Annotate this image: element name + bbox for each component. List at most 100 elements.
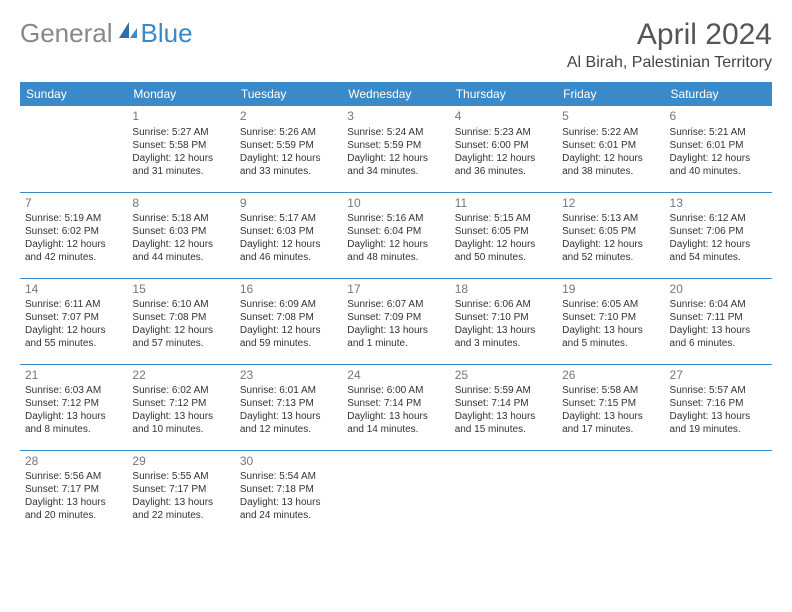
daylight-text: Daylight: 13 hours and 12 minutes. xyxy=(240,410,337,436)
sunrise-text: Sunrise: 5:56 AM xyxy=(25,470,122,483)
sunset-text: Sunset: 6:02 PM xyxy=(25,225,122,238)
day-number: 6 xyxy=(670,109,767,125)
sunset-text: Sunset: 7:17 PM xyxy=(25,483,122,496)
daylight-text: Daylight: 12 hours and 31 minutes. xyxy=(132,152,229,178)
sunrise-text: Sunrise: 5:18 AM xyxy=(132,212,229,225)
day-number: 30 xyxy=(240,454,337,470)
day-number: 11 xyxy=(455,196,552,212)
calendar-row: 7Sunrise: 5:19 AMSunset: 6:02 PMDaylight… xyxy=(20,192,772,278)
day-number: 12 xyxy=(562,196,659,212)
sunrise-text: Sunrise: 6:11 AM xyxy=(25,298,122,311)
calendar-cell: 18Sunrise: 6:06 AMSunset: 7:10 PMDayligh… xyxy=(450,278,557,364)
sunrise-text: Sunrise: 6:07 AM xyxy=(347,298,444,311)
daylight-text: Daylight: 13 hours and 24 minutes. xyxy=(240,496,337,522)
sunrise-text: Sunrise: 6:00 AM xyxy=(347,384,444,397)
day-number: 20 xyxy=(670,282,767,298)
calendar-cell: 15Sunrise: 6:10 AMSunset: 7:08 PMDayligh… xyxy=(127,278,234,364)
day-number: 7 xyxy=(25,196,122,212)
calendar-cell: 12Sunrise: 5:13 AMSunset: 6:05 PMDayligh… xyxy=(557,192,664,278)
sunrise-text: Sunrise: 6:05 AM xyxy=(562,298,659,311)
sunset-text: Sunset: 7:12 PM xyxy=(25,397,122,410)
weekday-header: Sunday xyxy=(20,82,127,106)
calendar-cell: 5Sunrise: 5:22 AMSunset: 6:01 PMDaylight… xyxy=(557,106,664,192)
daylight-text: Daylight: 13 hours and 1 minute. xyxy=(347,324,444,350)
day-number: 27 xyxy=(670,368,767,384)
sunrise-text: Sunrise: 5:23 AM xyxy=(455,126,552,139)
calendar-cell: 8Sunrise: 5:18 AMSunset: 6:03 PMDaylight… xyxy=(127,192,234,278)
sunset-text: Sunset: 6:03 PM xyxy=(132,225,229,238)
calendar-cell: 13Sunrise: 6:12 AMSunset: 7:06 PMDayligh… xyxy=(665,192,772,278)
sunset-text: Sunset: 6:05 PM xyxy=(455,225,552,238)
logo-text-general: General xyxy=(20,18,113,49)
sunset-text: Sunset: 6:04 PM xyxy=(347,225,444,238)
day-number: 15 xyxy=(132,282,229,298)
calendar-table: Sunday Monday Tuesday Wednesday Thursday… xyxy=(20,82,772,536)
calendar-cell: 9Sunrise: 5:17 AMSunset: 6:03 PMDaylight… xyxy=(235,192,342,278)
daylight-text: Daylight: 12 hours and 44 minutes. xyxy=(132,238,229,264)
calendar-cell xyxy=(450,450,557,536)
sunset-text: Sunset: 7:08 PM xyxy=(240,311,337,324)
sunrise-text: Sunrise: 6:10 AM xyxy=(132,298,229,311)
day-number: 3 xyxy=(347,109,444,125)
calendar-cell: 10Sunrise: 5:16 AMSunset: 6:04 PMDayligh… xyxy=(342,192,449,278)
sunrise-text: Sunrise: 6:01 AM xyxy=(240,384,337,397)
day-number: 16 xyxy=(240,282,337,298)
daylight-text: Daylight: 12 hours and 36 minutes. xyxy=(455,152,552,178)
daylight-text: Daylight: 12 hours and 33 minutes. xyxy=(240,152,337,178)
day-number: 13 xyxy=(670,196,767,212)
sunrise-text: Sunrise: 6:06 AM xyxy=(455,298,552,311)
sunset-text: Sunset: 7:10 PM xyxy=(455,311,552,324)
daylight-text: Daylight: 12 hours and 38 minutes. xyxy=(562,152,659,178)
sunrise-text: Sunrise: 5:27 AM xyxy=(132,126,229,139)
sunrise-text: Sunrise: 5:57 AM xyxy=(670,384,767,397)
sunrise-text: Sunrise: 5:13 AM xyxy=(562,212,659,225)
sunset-text: Sunset: 7:15 PM xyxy=(562,397,659,410)
sunset-text: Sunset: 7:13 PM xyxy=(240,397,337,410)
sunset-text: Sunset: 7:10 PM xyxy=(562,311,659,324)
daylight-text: Daylight: 13 hours and 3 minutes. xyxy=(455,324,552,350)
sunrise-text: Sunrise: 5:58 AM xyxy=(562,384,659,397)
sunrise-text: Sunrise: 5:16 AM xyxy=(347,212,444,225)
sunrise-text: Sunrise: 5:26 AM xyxy=(240,126,337,139)
sunrise-text: Sunrise: 6:12 AM xyxy=(670,212,767,225)
weekday-header: Wednesday xyxy=(342,82,449,106)
day-number: 1 xyxy=(132,109,229,125)
sunrise-text: Sunrise: 6:09 AM xyxy=(240,298,337,311)
calendar-cell: 17Sunrise: 6:07 AMSunset: 7:09 PMDayligh… xyxy=(342,278,449,364)
calendar-cell: 22Sunrise: 6:02 AMSunset: 7:12 PMDayligh… xyxy=(127,364,234,450)
sunrise-text: Sunrise: 5:59 AM xyxy=(455,384,552,397)
day-number: 28 xyxy=(25,454,122,470)
day-number: 14 xyxy=(25,282,122,298)
daylight-text: Daylight: 13 hours and 20 minutes. xyxy=(25,496,122,522)
sunrise-text: Sunrise: 5:15 AM xyxy=(455,212,552,225)
sunset-text: Sunset: 7:12 PM xyxy=(132,397,229,410)
sunset-text: Sunset: 6:01 PM xyxy=(670,139,767,152)
sunrise-text: Sunrise: 6:04 AM xyxy=(670,298,767,311)
logo: General Blue xyxy=(20,18,193,49)
calendar-cell: 1Sunrise: 5:27 AMSunset: 5:58 PMDaylight… xyxy=(127,106,234,192)
daylight-text: Daylight: 12 hours and 34 minutes. xyxy=(347,152,444,178)
day-number: 24 xyxy=(347,368,444,384)
daylight-text: Daylight: 12 hours and 42 minutes. xyxy=(25,238,122,264)
daylight-text: Daylight: 12 hours and 40 minutes. xyxy=(670,152,767,178)
sunset-text: Sunset: 7:14 PM xyxy=(347,397,444,410)
sunset-text: Sunset: 6:05 PM xyxy=(562,225,659,238)
daylight-text: Daylight: 13 hours and 8 minutes. xyxy=(25,410,122,436)
page-title: April 2024 xyxy=(567,18,772,52)
daylight-text: Daylight: 12 hours and 52 minutes. xyxy=(562,238,659,264)
day-number: 2 xyxy=(240,109,337,125)
day-number: 5 xyxy=(562,109,659,125)
daylight-text: Daylight: 12 hours and 55 minutes. xyxy=(25,324,122,350)
calendar-row: 21Sunrise: 6:03 AMSunset: 7:12 PMDayligh… xyxy=(20,364,772,450)
calendar-row: 1Sunrise: 5:27 AMSunset: 5:58 PMDaylight… xyxy=(20,106,772,192)
calendar-row: 28Sunrise: 5:56 AMSunset: 7:17 PMDayligh… xyxy=(20,450,772,536)
daylight-text: Daylight: 13 hours and 14 minutes. xyxy=(347,410,444,436)
sunset-text: Sunset: 6:00 PM xyxy=(455,139,552,152)
calendar-cell: 23Sunrise: 6:01 AMSunset: 7:13 PMDayligh… xyxy=(235,364,342,450)
calendar-cell: 28Sunrise: 5:56 AMSunset: 7:17 PMDayligh… xyxy=(20,450,127,536)
day-number: 29 xyxy=(132,454,229,470)
sunset-text: Sunset: 7:08 PM xyxy=(132,311,229,324)
day-number: 26 xyxy=(562,368,659,384)
daylight-text: Daylight: 12 hours and 50 minutes. xyxy=(455,238,552,264)
sunset-text: Sunset: 7:17 PM xyxy=(132,483,229,496)
